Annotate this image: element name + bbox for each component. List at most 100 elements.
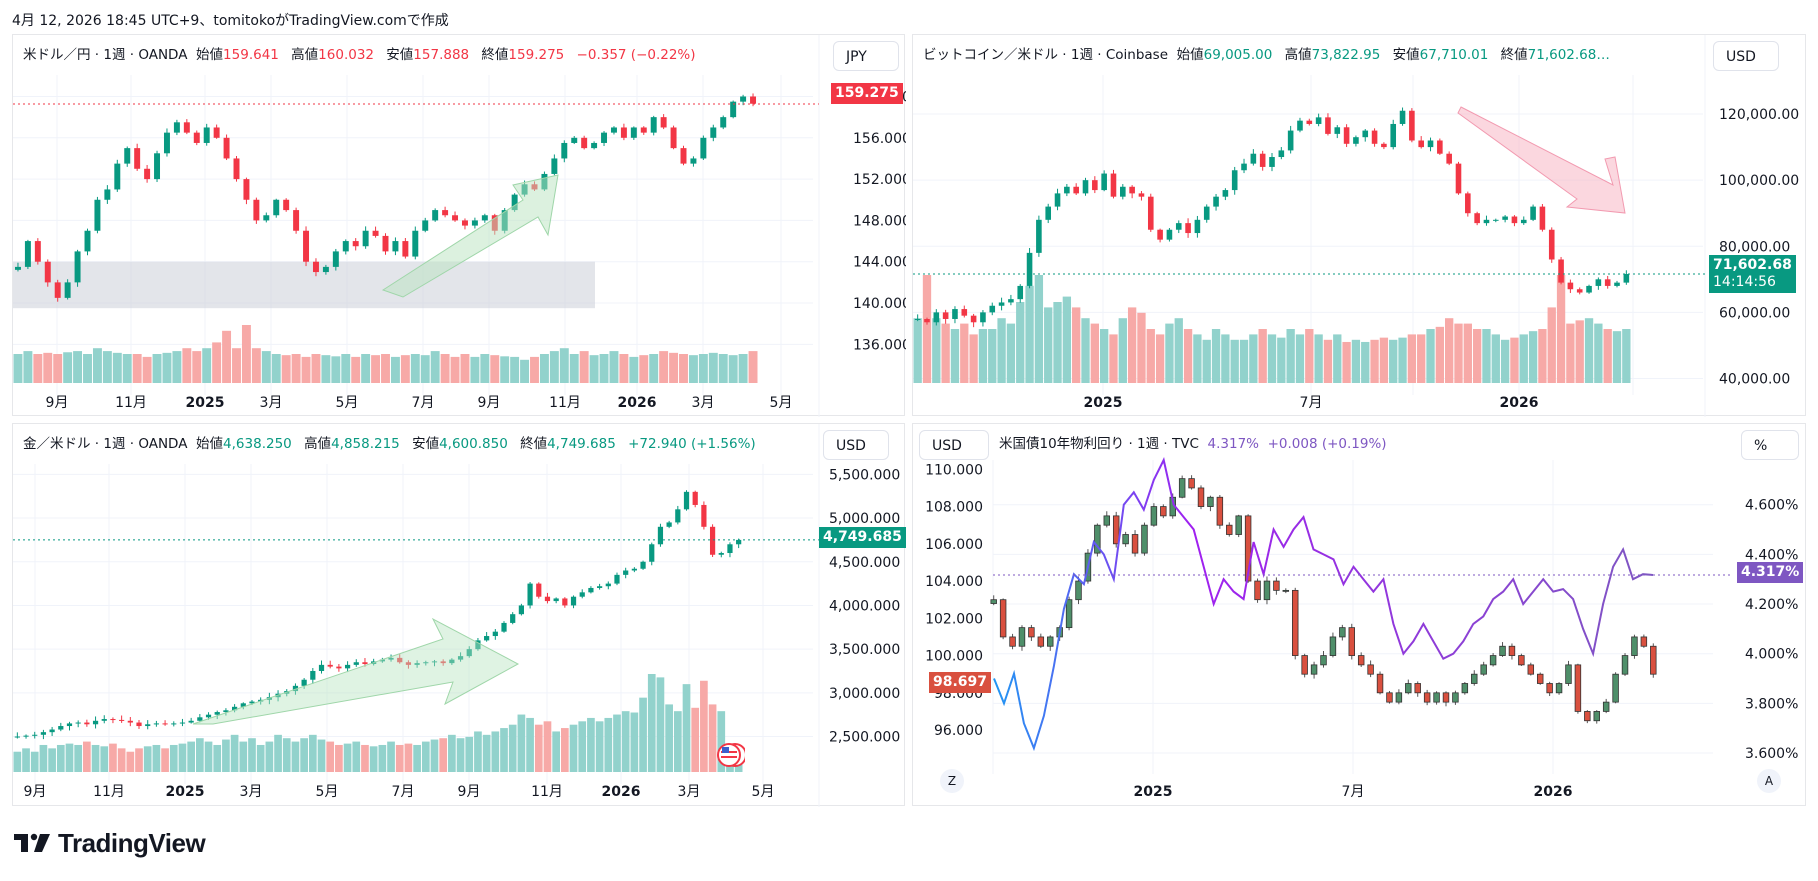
- candle-body: [1614, 282, 1620, 286]
- left-unit-button[interactable]: USD: [919, 430, 989, 460]
- candle-body: [179, 722, 186, 724]
- candle-body: [1269, 157, 1275, 167]
- volume-bar: [619, 354, 629, 383]
- volume-bar: [1053, 302, 1062, 383]
- currency-unit-button[interactable]: USD: [823, 430, 889, 460]
- open-value: 4,638.250: [223, 436, 292, 452]
- volume-bar: [1006, 323, 1016, 383]
- volume-bar: [688, 355, 698, 383]
- candle-body: [1390, 123, 1397, 148]
- zoom-reset-button[interactable]: Z: [940, 769, 964, 793]
- usdjpy-chart[interactable]: 136.000 140.000 144.000 148.000 152.000 156.0…: [13, 35, 906, 417]
- candle-body: [1480, 664, 1487, 675]
- us10y-chart[interactable]: 3.600% 3.800% 4.000% 4.200% 4.400% 4.600% 96.0…: [913, 424, 1807, 807]
- candle-body: [1471, 673, 1478, 684]
- candle-body: [727, 544, 733, 554]
- candle-body: [154, 153, 161, 180]
- y-axis-tick-label: 148.000: [853, 213, 906, 229]
- candle-body: [630, 127, 637, 138]
- candle-body: [510, 614, 516, 623]
- tradingview-logo[interactable]: TradingView: [14, 828, 206, 858]
- volume-bar: [291, 354, 301, 383]
- candle-body: [1017, 285, 1024, 300]
- candle-body: [233, 158, 240, 180]
- candle-body: [1650, 645, 1657, 675]
- x-axis-tick-label: 7月: [392, 784, 415, 800]
- volume-bar: [274, 734, 282, 772]
- trend-up-arrow: [381, 174, 559, 298]
- candle-body: [1094, 524, 1101, 554]
- volume-bar: [569, 724, 578, 772]
- candle-body: [1241, 163, 1247, 171]
- volume-bar: [1305, 329, 1314, 383]
- panel-usdjpy[interactable]: 136.000 140.000 144.000 148.000 152.000 156.0…: [12, 34, 906, 417]
- volume-bar: [23, 351, 33, 383]
- candle-body: [405, 662, 412, 665]
- volume-bar: [1249, 334, 1258, 383]
- candle-body: [249, 701, 255, 704]
- volume-bar: [1025, 285, 1034, 383]
- candle-body: [1320, 655, 1327, 666]
- candle-body: [1310, 664, 1318, 675]
- volume-bar: [922, 275, 932, 383]
- x-axis-tick-label: 11月: [531, 784, 563, 800]
- percent-unit-button[interactable]: %: [1741, 430, 1799, 460]
- candle-body: [414, 663, 420, 665]
- auto-scale-button[interactable]: A: [1757, 769, 1781, 793]
- volume-bar: [371, 355, 381, 383]
- candle-body: [283, 199, 290, 211]
- volume-bar: [222, 330, 232, 383]
- volume-bar: [230, 734, 239, 772]
- volume-bar: [656, 677, 665, 772]
- volume-bar: [465, 736, 474, 772]
- volume-bar: [65, 743, 74, 772]
- currency-unit-button[interactable]: USD: [1713, 41, 1779, 71]
- xauusd-chart[interactable]: 2,500.000 3,000.000 3,500.000 4,000.000 4,50…: [13, 424, 906, 807]
- panel-us10y[interactable]: 3.600% 3.800% 4.000% 4.200% 4.400% 4.600% 96.0…: [912, 423, 1806, 806]
- btcusd-chart[interactable]: 40,000.00 60,000.00 80,000.00 100,000.00 120…: [913, 35, 1807, 417]
- volume-bar: [430, 351, 440, 383]
- x-axis-tick-label: 3月: [240, 784, 263, 800]
- candle-body: [1427, 140, 1434, 148]
- candle-body: [1339, 627, 1346, 638]
- candle-body: [1325, 117, 1331, 134]
- volume-bar: [679, 354, 688, 383]
- candle-body: [188, 720, 194, 723]
- last-yield-tag: 4.317%: [1737, 562, 1804, 583]
- volume-bar: [474, 731, 482, 772]
- volume-bar: [369, 746, 378, 772]
- trend-down-arrow: [1457, 106, 1626, 214]
- panel-btcusd[interactable]: 40,000.00 60,000.00 80,000.00 100,000.00 120…: [912, 34, 1807, 417]
- symbol-label: 米ドル／円 · 1週 · OANDA: [23, 47, 188, 63]
- volume-bar: [308, 734, 317, 772]
- currency-unit-button[interactable]: JPY: [833, 41, 899, 71]
- volume-bar: [708, 352, 718, 383]
- candle-body: [1213, 196, 1219, 207]
- candle-body: [352, 241, 359, 247]
- candle-body: [989, 305, 996, 313]
- volume-bar: [1426, 329, 1435, 383]
- volume-bar: [1472, 329, 1482, 383]
- candle-body: [1315, 117, 1322, 124]
- candle-body: [1101, 173, 1107, 191]
- candle-body: [336, 666, 342, 669]
- us-flag-event-icon[interactable]: [717, 742, 745, 768]
- volume-bar: [202, 348, 212, 383]
- candle-body: [1329, 636, 1337, 656]
- panel-xauusd[interactable]: 2,500.000 3,000.000 3,500.000 4,000.000 4,50…: [12, 423, 906, 807]
- candle-body: [1371, 130, 1378, 144]
- candle-body: [104, 189, 111, 200]
- candle-body: [449, 659, 455, 664]
- candle-body: [1386, 692, 1393, 703]
- candle-body: [914, 318, 921, 320]
- volume-bar: [700, 680, 708, 772]
- volume-bar: [152, 354, 162, 383]
- candle-body: [750, 96, 757, 104]
- volume-bar: [941, 323, 950, 383]
- volume-bar: [1109, 334, 1118, 383]
- candle-body: [1623, 274, 1630, 283]
- y-axis-tick-label: 96.000: [934, 723, 983, 739]
- volume-bar: [420, 355, 430, 383]
- volume-bar: [543, 721, 552, 772]
- candle-body: [1273, 580, 1280, 591]
